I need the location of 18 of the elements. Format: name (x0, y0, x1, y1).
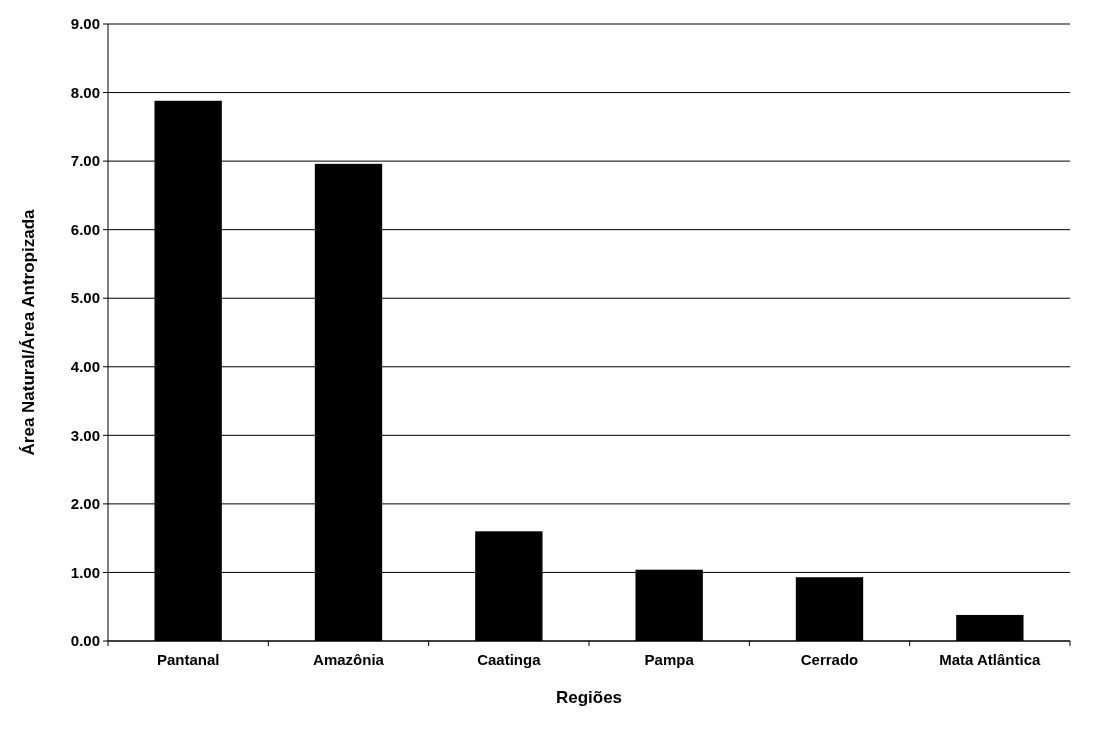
y-tick-label: 4.00 (70, 358, 100, 376)
y-tick-label: 2.00 (70, 495, 100, 513)
x-tick-label: Pampa (644, 651, 695, 668)
y-tick-label: 6.00 (70, 220, 100, 238)
y-tick-label: 9.00 (70, 15, 100, 33)
x-tick-label: Amazônia (313, 651, 385, 668)
y-tick-label: 7.00 (70, 152, 100, 170)
y-tick-label: 8.00 (70, 83, 100, 101)
x-tick-label: Pantanal (156, 651, 220, 668)
y-tick-label: 0.00 (70, 632, 100, 650)
x-tick-label: Mata Atlântica (939, 651, 1042, 668)
y-axis-title: Área Natural/Área Antropizada (18, 208, 38, 456)
x-axis-title: Regiões (555, 688, 623, 707)
y-tick-label: 5.00 (70, 289, 100, 307)
y-tick-label: 1.00 (70, 563, 100, 581)
x-tick-label: Caatinga (477, 651, 542, 668)
x-tick-label: Cerrado (800, 651, 859, 668)
y-tick-label: 3.00 (70, 426, 100, 444)
